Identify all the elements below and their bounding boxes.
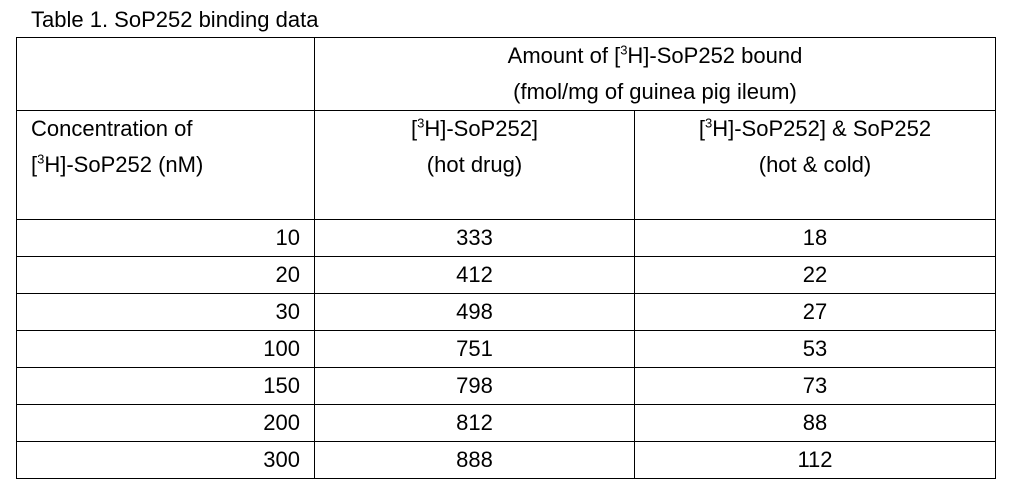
header-amount-line2: (fmol/mg of guinea pig ileum) — [513, 79, 797, 104]
table-row: 10 333 18 — [16, 219, 996, 257]
header-hot-line2: (hot drug) — [426, 152, 523, 177]
concentration-cell: 200 — [16, 404, 315, 442]
header-row-sub: Concentration of [3H]-SoP252 (nM) [3H]-S… — [16, 110, 996, 220]
table-row: 150 798 73 — [16, 367, 996, 405]
header-empty-cell — [16, 37, 315, 111]
hot-drug-cell: 333 — [314, 219, 635, 257]
table-row: 100 751 53 — [16, 330, 996, 368]
header-concentration: Concentration of [3H]-SoP252 (nM) — [16, 110, 315, 220]
hot-cold-cell: 88 — [634, 404, 996, 442]
header-amount-bound: Amount of [3H]-SoP252 bound (fmol/mg of … — [314, 37, 996, 111]
binding-data-table: Amount of [3H]-SoP252 bound (fmol/mg of … — [16, 37, 996, 479]
table-caption: Table 1. SoP252 binding data — [31, 7, 319, 32]
table-row: 20 412 22 — [16, 256, 996, 294]
header-row-top: Amount of [3H]-SoP252 bound (fmol/mg of … — [16, 37, 996, 111]
hot-cold-cell: 27 — [634, 293, 996, 331]
concentration-cell: 300 — [16, 441, 315, 479]
hot-cold-cell: 22 — [634, 256, 996, 294]
header-cold-line2: (hot & cold) — [758, 152, 872, 177]
table-row: 200 812 88 — [16, 404, 996, 442]
hot-cold-cell: 112 — [634, 441, 996, 479]
header-hot-and-cold: [3H]-SoP252] & SoP252 (hot & cold) — [634, 110, 996, 220]
header-hot-line1: [3H]-SoP252] — [410, 115, 539, 141]
hot-cold-cell: 18 — [634, 219, 996, 257]
hot-cold-cell: 53 — [634, 330, 996, 368]
hot-drug-cell: 498 — [314, 293, 635, 331]
concentration-cell: 30 — [16, 293, 315, 331]
table-row: 300 888 112 — [16, 441, 996, 479]
header-cold-line1: [3H]-SoP252] & SoP252 — [698, 115, 932, 141]
concentration-cell: 100 — [16, 330, 315, 368]
hot-cold-cell: 73 — [634, 367, 996, 405]
hot-drug-cell: 412 — [314, 256, 635, 294]
header-hot-drug: [3H]-SoP252] (hot drug) — [314, 110, 635, 220]
hot-drug-cell: 798 — [314, 367, 635, 405]
concentration-cell: 20 — [16, 256, 315, 294]
concentration-cell: 10 — [16, 219, 315, 257]
header-concentration-line2: [3H]-SoP252 (nM) — [31, 151, 204, 177]
header-amount-line1: Amount of [3H]-SoP252 bound — [507, 42, 803, 68]
hot-drug-cell: 751 — [314, 330, 635, 368]
hot-drug-cell: 812 — [314, 404, 635, 442]
hot-drug-cell: 888 — [314, 441, 635, 479]
table-row: 30 498 27 — [16, 293, 996, 331]
header-concentration-line1: Concentration of — [31, 116, 193, 141]
concentration-cell: 150 — [16, 367, 315, 405]
